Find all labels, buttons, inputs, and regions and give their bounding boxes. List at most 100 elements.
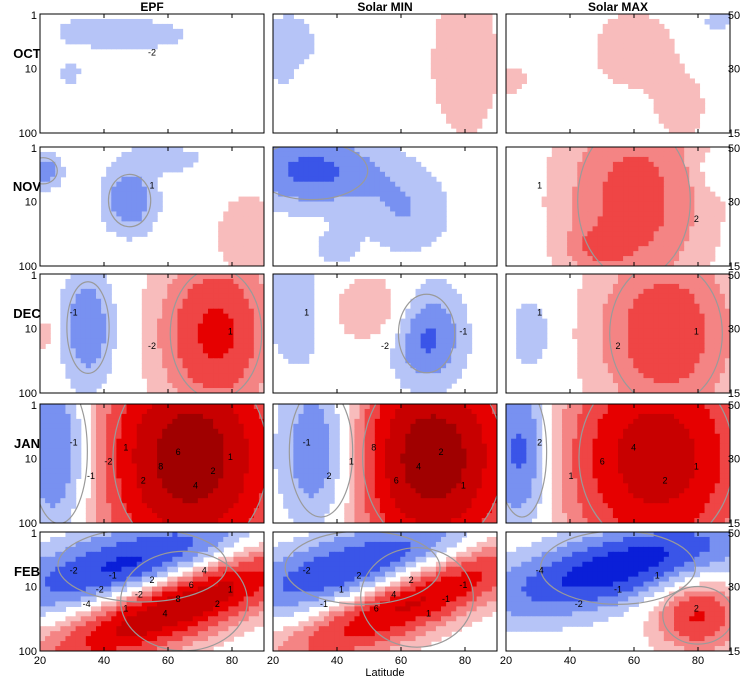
heatmap-cell	[177, 438, 184, 445]
heatmap-cell	[516, 83, 522, 89]
heatmap-cell	[582, 256, 589, 262]
heatmap-cell	[668, 211, 675, 218]
heatmap-cell	[446, 118, 452, 124]
heatmap-cell	[339, 186, 345, 193]
heatmap-cell	[60, 438, 67, 445]
heatmap-cell	[208, 288, 214, 295]
heatmap-cell	[714, 18, 721, 25]
heatmap-cell	[714, 363, 721, 369]
heatmap-cell	[218, 323, 224, 330]
heatmap-cell	[577, 191, 583, 198]
heatmap-cell	[643, 298, 650, 305]
heatmap-cell	[551, 186, 558, 193]
heatmap-cell	[60, 423, 67, 430]
heatmap-cell	[197, 408, 204, 415]
heatmap-cell	[415, 378, 422, 384]
heatmap-cell	[410, 186, 417, 193]
heatmap-cell	[146, 428, 153, 435]
heatmap-cell	[192, 404, 199, 410]
heatmap-cell	[607, 288, 614, 295]
heatmap-cell	[623, 323, 629, 330]
heatmap-cell	[638, 236, 645, 242]
heatmap-cell	[425, 278, 432, 285]
heatmap-cell	[587, 171, 594, 178]
heatmap-cell	[699, 256, 706, 262]
heatmap-cell	[278, 206, 284, 213]
heatmap-cell	[167, 423, 173, 430]
heatmap-cell	[323, 147, 330, 153]
heatmap-cell	[50, 156, 56, 163]
heatmap-cell	[684, 338, 690, 345]
heatmap-cell	[628, 368, 634, 374]
heatmap-cell	[618, 147, 624, 153]
heatmap-cell	[192, 151, 199, 158]
heatmap-cell	[70, 313, 77, 320]
heatmap-cell	[298, 308, 305, 315]
heatmap-cell	[177, 283, 184, 290]
heatmap-cell	[390, 358, 396, 364]
heatmap-cell	[283, 23, 289, 30]
heatmap-cell	[192, 388, 199, 393]
heatmap-cell	[298, 23, 305, 30]
heatmap-cell	[141, 368, 148, 374]
heatmap-cell	[243, 358, 250, 364]
heatmap-cell	[466, 73, 473, 80]
heatmap-cell	[674, 303, 680, 310]
heatmap-cell	[349, 303, 356, 310]
heatmap-cell	[141, 423, 148, 430]
heatmap-cell	[704, 348, 711, 354]
heatmap-cell	[293, 283, 300, 290]
heatmap-cell	[663, 288, 670, 295]
heatmap-cell	[152, 147, 158, 153]
heatmap-cell	[390, 156, 396, 163]
heatmap-cell	[258, 363, 264, 369]
heatmap-cell	[106, 171, 112, 178]
heatmap-cell	[689, 211, 695, 218]
heatmap-cell	[213, 378, 219, 384]
heatmap-cell	[597, 373, 604, 379]
heatmap-cell	[288, 353, 294, 359]
heatmap-cell	[694, 333, 701, 340]
heatmap-cell	[354, 323, 361, 330]
heatmap-cell	[628, 196, 634, 203]
heatmap-cell	[146, 413, 153, 420]
heatmap-cell	[187, 151, 194, 158]
heatmap-cell	[618, 293, 624, 300]
heatmap-cell	[430, 196, 437, 203]
heatmap-cell	[663, 211, 670, 218]
heatmap-cell	[623, 251, 629, 257]
heatmap-cell	[288, 201, 294, 208]
heatmap-cell	[90, 43, 97, 50]
heatmap-cell	[167, 313, 173, 320]
heatmap-cell	[202, 348, 209, 354]
heatmap-cell	[602, 373, 609, 379]
heatmap-cell	[709, 348, 716, 354]
heatmap-cell	[273, 53, 279, 60]
heatmap-cell	[70, 68, 77, 75]
heatmap-cell	[441, 278, 447, 285]
heatmap-cell	[218, 368, 224, 374]
heatmap-cell	[298, 156, 305, 163]
heatmap-cell	[172, 378, 179, 384]
heatmap-cell	[218, 388, 224, 393]
heatmap-cell	[668, 348, 675, 354]
heatmap-cell	[157, 293, 163, 300]
heatmap-cell	[648, 23, 655, 30]
heatmap-cell	[653, 191, 660, 198]
heatmap-cell	[248, 283, 255, 290]
heatmap-cell	[689, 151, 695, 158]
contour-label: 1	[228, 327, 233, 337]
heatmap-cell	[668, 226, 675, 232]
heatmap-cell	[623, 293, 629, 300]
heatmap-cell	[243, 433, 250, 440]
heatmap-cell	[223, 408, 229, 415]
heatmap-cell	[653, 303, 660, 310]
heatmap-cell	[648, 221, 655, 227]
heatmap-cell	[607, 378, 614, 384]
heatmap-cell	[597, 328, 604, 335]
heatmap-cell	[243, 423, 250, 430]
heatmap-cell	[405, 236, 412, 242]
heatmap-cell	[415, 191, 422, 198]
heatmap-cell	[172, 151, 179, 158]
heatmap-cell	[121, 438, 128, 445]
